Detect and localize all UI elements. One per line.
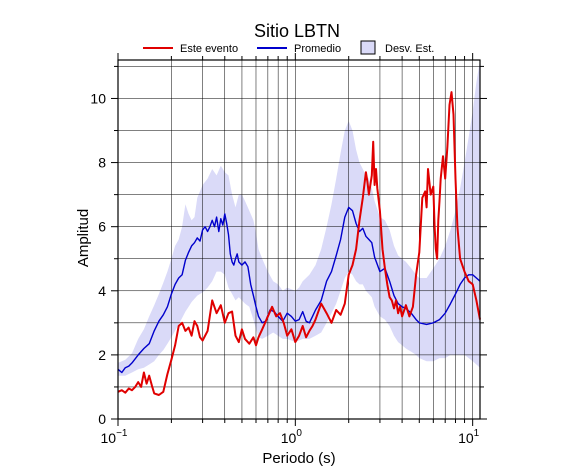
x-tick-label: 10−1 [101, 428, 128, 446]
y-tick-label: 8 [98, 155, 106, 171]
y-tick-label: 2 [98, 347, 106, 363]
legend-label-3: Desv. Est. [385, 43, 434, 55]
y-tick-label: 6 [98, 219, 106, 235]
legend: Este evento Promedio Desv. Est. [143, 40, 434, 55]
chart-title: Sitio LBTN [254, 21, 340, 41]
tick-layer: 10−1 100 101 0 2 4 6 8 10 [90, 53, 487, 446]
y-tick-label: 4 [98, 283, 106, 299]
legend-label-2: Promedio [294, 43, 341, 55]
plot-border [117, 59, 481, 420]
std-band-area [118, 60, 480, 376]
series-layer [117, 91, 481, 396]
y-tick-label: 0 [98, 411, 106, 427]
grid-layer [118, 60, 480, 419]
x-tick-label: 100 [281, 428, 303, 446]
plot-frame [117, 59, 481, 420]
y-axis-label: Amplitud [75, 209, 92, 267]
y-tick-label: 10 [90, 90, 106, 106]
legend-swatch-3 [360, 40, 376, 55]
x-tick-label: 101 [458, 428, 480, 446]
std-band-layer [118, 60, 480, 376]
x-axis-label: Periodo (s) [262, 450, 335, 467]
series-line-este-evento [117, 91, 481, 396]
legend-label-1: Este evento [180, 43, 238, 55]
